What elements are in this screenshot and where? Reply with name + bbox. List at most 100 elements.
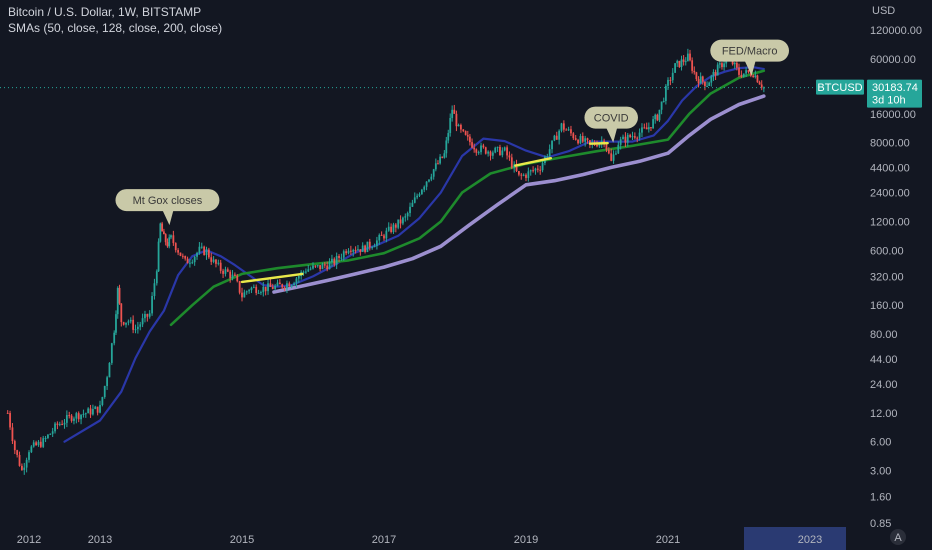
candle[interactable] xyxy=(560,122,563,133)
candle[interactable] xyxy=(305,268,307,274)
candle[interactable] xyxy=(577,138,579,145)
candle[interactable] xyxy=(115,310,117,335)
candle[interactable] xyxy=(733,61,736,69)
candle[interactable] xyxy=(378,233,381,245)
candle[interactable] xyxy=(466,130,469,141)
candle[interactable] xyxy=(113,330,116,346)
candle[interactable] xyxy=(108,362,111,378)
candle[interactable] xyxy=(215,258,217,268)
candle[interactable] xyxy=(376,236,378,250)
candle[interactable] xyxy=(222,268,224,278)
candle[interactable] xyxy=(394,222,397,233)
candle[interactable] xyxy=(349,245,352,255)
candle[interactable] xyxy=(283,286,286,291)
candle[interactable] xyxy=(248,288,250,294)
candle[interactable] xyxy=(612,150,615,164)
candle[interactable] xyxy=(87,407,90,414)
candle[interactable] xyxy=(321,262,324,270)
candle[interactable] xyxy=(359,249,362,256)
candle[interactable] xyxy=(712,69,715,81)
candle[interactable] xyxy=(430,173,433,182)
candle[interactable] xyxy=(451,105,454,122)
candle[interactable] xyxy=(271,283,274,290)
candle[interactable] xyxy=(61,420,64,426)
candle[interactable] xyxy=(148,310,151,319)
candle[interactable] xyxy=(288,281,291,287)
candle[interactable] xyxy=(445,136,448,158)
candle[interactable] xyxy=(645,122,648,130)
candle[interactable] xyxy=(116,286,119,319)
candle[interactable] xyxy=(54,421,56,434)
candle[interactable] xyxy=(565,128,568,131)
candle[interactable] xyxy=(328,258,331,270)
candle[interactable] xyxy=(695,71,698,82)
candle[interactable] xyxy=(439,154,441,165)
candle[interactable] xyxy=(234,272,236,277)
candle[interactable] xyxy=(652,115,654,130)
candle[interactable] xyxy=(307,264,310,273)
series-line-sma-128[interactable] xyxy=(169,69,766,327)
candle[interactable] xyxy=(177,248,179,256)
candle[interactable] xyxy=(487,150,490,157)
candle[interactable] xyxy=(56,421,59,430)
candle[interactable] xyxy=(738,63,740,78)
candle[interactable] xyxy=(513,161,516,173)
candle[interactable] xyxy=(428,179,430,183)
candle[interactable] xyxy=(762,86,765,93)
candle[interactable] xyxy=(11,423,14,444)
candle[interactable] xyxy=(212,256,215,264)
candle[interactable] xyxy=(84,412,87,418)
candle[interactable] xyxy=(70,414,73,423)
candle[interactable] xyxy=(236,274,239,283)
candle[interactable] xyxy=(352,248,355,257)
candle[interactable] xyxy=(624,132,627,148)
candle[interactable] xyxy=(686,48,689,62)
candle[interactable] xyxy=(699,72,702,84)
candle[interactable] xyxy=(643,123,646,129)
candle[interactable] xyxy=(361,242,364,252)
candle[interactable] xyxy=(553,134,556,142)
candle[interactable] xyxy=(205,246,208,260)
candle[interactable] xyxy=(660,101,663,115)
candle[interactable] xyxy=(510,153,513,170)
candle[interactable] xyxy=(278,279,281,285)
candle[interactable] xyxy=(335,252,338,270)
candle[interactable] xyxy=(155,269,158,286)
candle[interactable] xyxy=(383,233,385,241)
candle[interactable] xyxy=(437,160,439,165)
candle[interactable] xyxy=(255,284,258,296)
candle[interactable] xyxy=(676,59,679,67)
candle[interactable] xyxy=(347,248,350,255)
candle[interactable] xyxy=(295,276,298,288)
candle[interactable] xyxy=(224,266,227,277)
candle[interactable] xyxy=(740,70,743,79)
candle[interactable] xyxy=(186,256,189,264)
candle[interactable] xyxy=(96,406,99,416)
candle[interactable] xyxy=(532,166,534,173)
candle[interactable] xyxy=(669,76,672,86)
candle[interactable] xyxy=(193,255,196,266)
candle[interactable] xyxy=(406,211,409,221)
candle[interactable] xyxy=(473,143,476,153)
candle[interactable] xyxy=(172,230,175,246)
candle[interactable] xyxy=(574,135,577,141)
candle[interactable] xyxy=(80,414,82,425)
candle[interactable] xyxy=(380,231,383,236)
candle[interactable] xyxy=(449,113,452,137)
candle[interactable] xyxy=(464,130,467,136)
candle[interactable] xyxy=(482,143,485,149)
series-line-sma-200[interactable] xyxy=(272,94,766,294)
candle[interactable] xyxy=(118,284,121,305)
candle[interactable] xyxy=(333,257,336,267)
candle[interactable] xyxy=(260,290,262,296)
candle[interactable] xyxy=(697,76,700,88)
candle[interactable] xyxy=(257,289,260,294)
candle[interactable] xyxy=(309,266,312,271)
candle[interactable] xyxy=(340,253,343,261)
candle[interactable] xyxy=(706,81,708,88)
candle[interactable] xyxy=(267,279,269,295)
candle[interactable] xyxy=(619,136,622,150)
candle[interactable] xyxy=(92,404,94,416)
candle[interactable] xyxy=(58,421,61,427)
